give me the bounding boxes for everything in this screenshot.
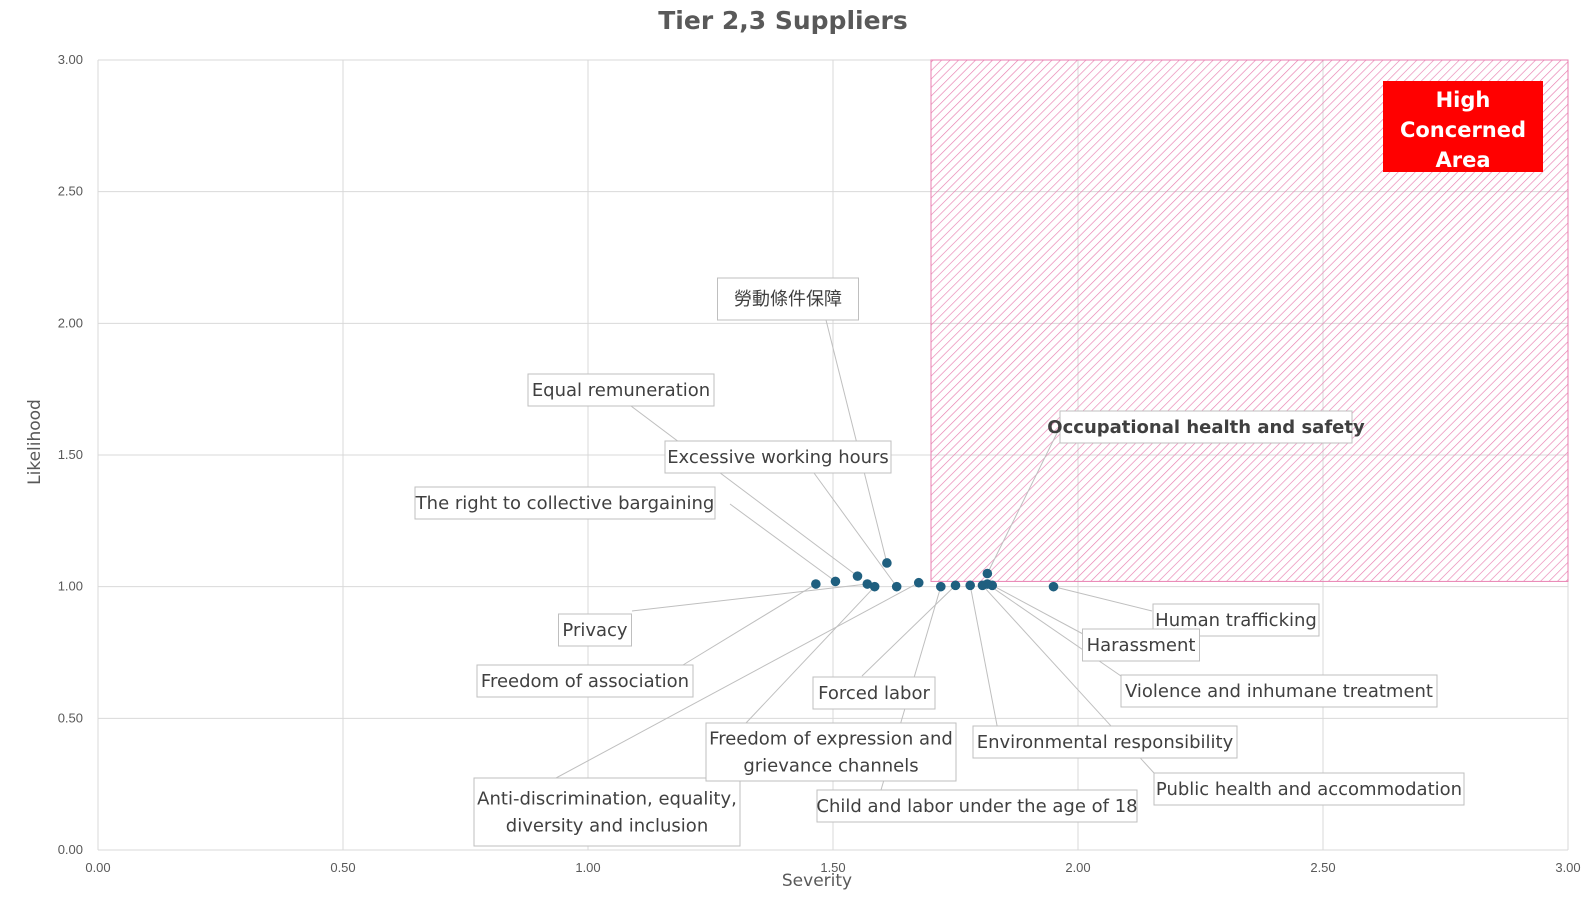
data-point xyxy=(965,580,975,591)
data-label: 勞動條件保障 xyxy=(734,289,842,310)
high-concern-label-line: High xyxy=(1436,88,1491,112)
data-label-box xyxy=(476,664,694,698)
data-label-box xyxy=(1153,772,1465,806)
data-point xyxy=(950,580,961,591)
high-concern-label-box xyxy=(1383,81,1543,172)
leader-line xyxy=(986,426,1061,574)
x-tick-label: 1.00 xyxy=(575,860,600,875)
data-point xyxy=(982,568,993,579)
x-tick-label: 1.50 xyxy=(820,860,845,875)
data-label-box xyxy=(1082,628,1200,662)
x-tick-label: 0.00 xyxy=(85,860,110,875)
data-label: The right to collective bargaining xyxy=(415,493,715,514)
data-label: Public health and accommodation xyxy=(1156,779,1462,800)
x-axis-label: Severity xyxy=(782,871,852,891)
leader-line xyxy=(1053,586,1153,612)
data-label: Anti-discrimination, equality, diversity … xyxy=(477,789,737,837)
data-label-box xyxy=(1120,674,1438,708)
data-point xyxy=(882,558,892,568)
x-tick-label: 2.50 xyxy=(1310,860,1335,875)
data-label: Equal remuneration xyxy=(532,380,710,401)
data-point xyxy=(869,581,880,592)
data-point xyxy=(913,577,924,588)
x-tick-label: 0.50 xyxy=(330,860,355,875)
data-label: Occupational health and safety xyxy=(1047,417,1365,438)
data-label-box xyxy=(972,725,1238,759)
data-label: Freedom of expression and grievance chann… xyxy=(709,729,953,777)
data-label: Forced labor xyxy=(818,683,930,704)
data-label-box xyxy=(705,722,957,782)
data-point xyxy=(830,576,841,587)
data-point xyxy=(852,571,863,581)
y-tick-label: 0.00 xyxy=(58,842,83,857)
data-labels: 勞動條件保障 Equal remuneration Excessive workin… xyxy=(414,277,1465,847)
data-label-box xyxy=(473,777,741,847)
data-label-box xyxy=(812,676,936,710)
leader-line xyxy=(813,472,898,587)
high-concern-label-line: Concerned xyxy=(1400,118,1526,142)
leader-line xyxy=(745,586,876,724)
leader-line xyxy=(631,583,868,612)
data-label: Environmental responsibility xyxy=(977,732,1234,753)
data-label: Harassment xyxy=(1087,635,1196,656)
data-label: Freedom of association xyxy=(481,671,689,692)
data-label-box xyxy=(558,613,632,647)
y-tick-label: 1.00 xyxy=(58,579,83,594)
leader-line xyxy=(630,405,858,577)
data-label-box xyxy=(816,789,1138,823)
data-point xyxy=(936,581,946,592)
data-label: Excessive working hours xyxy=(667,447,889,468)
data-point xyxy=(891,581,902,592)
data-point xyxy=(1048,581,1059,592)
data-points xyxy=(811,558,1059,592)
y-tick-label: 1.50 xyxy=(58,447,83,462)
data-label: Privacy xyxy=(562,620,628,641)
data-point xyxy=(977,580,988,591)
y-tick-label: 0.50 xyxy=(58,710,83,725)
leader-line xyxy=(682,583,817,666)
data-label-box xyxy=(664,440,892,474)
leader-line xyxy=(542,582,919,786)
data-point xyxy=(862,579,873,589)
data-label-box xyxy=(717,277,859,321)
high-concern-label-line: Area xyxy=(1435,148,1490,172)
leader-line xyxy=(992,584,1084,635)
y-tick-label: 2.50 xyxy=(58,184,83,199)
y-axis-label: Likelihood xyxy=(25,399,45,485)
chart-title: Tier 2,3 Suppliers xyxy=(658,6,908,35)
data-label-box xyxy=(527,373,715,407)
y-tick-label: 3.00 xyxy=(58,52,83,67)
data-label: Child and labor under the age of 18 xyxy=(816,796,1137,817)
data-label-box xyxy=(414,486,716,520)
leader-line xyxy=(729,503,836,582)
y-tick-label: 2.00 xyxy=(58,315,83,330)
x-tick-label: 3.00 xyxy=(1555,860,1580,875)
leader-line xyxy=(861,584,956,677)
data-label: Violence and inhumane treatment xyxy=(1125,681,1433,702)
data-point xyxy=(811,579,821,589)
leader-line xyxy=(969,585,1001,742)
data-label-box xyxy=(1059,410,1353,444)
axis-ticks: 0.00 0.50 1.00 1.50 2.00 2.50 3.00 0.00 0.50 1.00… xyxy=(58,52,1581,875)
high-concern-area: High Concerned Area xyxy=(930,59,1569,582)
x-tick-label: 2.00 xyxy=(1065,860,1090,875)
data-label: Human trafficking xyxy=(1155,610,1317,631)
